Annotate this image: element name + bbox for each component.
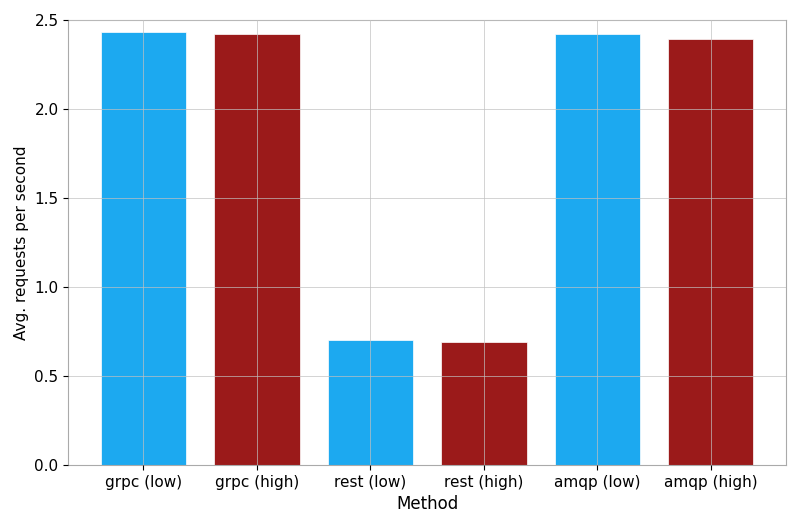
Bar — [442, 342, 526, 465]
Bar — [668, 40, 754, 465]
X-axis label: Method: Method — [396, 495, 458, 513]
Bar — [214, 34, 299, 465]
Y-axis label: Avg. requests per second: Avg. requests per second — [14, 145, 29, 339]
Bar — [555, 34, 640, 465]
Bar — [101, 32, 186, 465]
Bar — [328, 340, 413, 465]
